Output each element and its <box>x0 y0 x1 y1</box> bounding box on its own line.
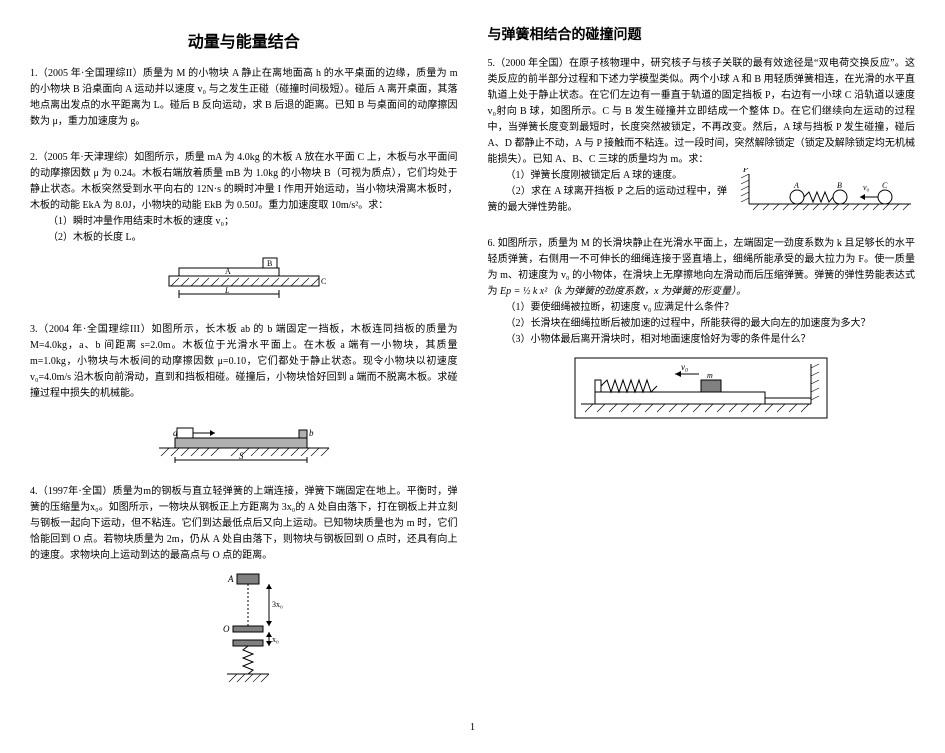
fig4-label-o: O <box>223 624 230 634</box>
question-5: 5.（2000 年全国）在原子核物理中，研究核子与核子关联的最有效途径是“双电荷… <box>488 56 916 216</box>
section-2-title: 与弹簧相结合的碰撞问题 <box>488 24 916 44</box>
question-2: 2.（2005 年·天津理综）如图所示，质量 mA 为 4.0kg 的木板 A … <box>30 150 458 302</box>
q6-sub3: （3）小物体最后离开滑块时，相对地面速度恰好为零的条件是什么？ <box>506 334 811 345</box>
fig2-label-l: L <box>224 286 230 295</box>
q2-sub1: （1）瞬时冲量作用结束时木板的速度 v₀； <box>48 216 234 227</box>
question-3: 3.（2004 年·全国理综III）如图所示，长木板 ab 的 b 端固定一挡板… <box>30 322 458 464</box>
figure-2: A B C L <box>159 252 329 298</box>
q6-sub1: （1）要使细绳被拉断，初速度 v₀ 应满足什么条件？ <box>506 302 735 313</box>
fig6-m: m <box>707 371 713 380</box>
fig5-c: C <box>882 181 888 190</box>
fig2-label-b: B <box>267 259 272 268</box>
question-4: 4.（1997年·全国）质量为m的钢板与直立轻弹簧的上端连接，弹簧下端固定在地上… <box>30 484 458 694</box>
fig5-a: A <box>793 181 799 190</box>
q2-sub2: （2）木板的长度 L。 <box>48 232 142 243</box>
figure-6: m v₀ <box>571 354 831 424</box>
fig5-v: v₀ <box>863 183 870 192</box>
fig6-v: v₀ <box>681 362 688 372</box>
q2-text: 2.（2005 年·天津理综）如图所示，质量 mA 为 4.0kg 的木板 A … <box>30 152 458 211</box>
page-number: 1 <box>30 722 915 733</box>
figure-3: a b S <box>149 408 339 464</box>
question-1: 1.（2005 年·全国理综II）质量为 M 的小物块 A 静止在离地面高 h … <box>30 66 458 130</box>
q4-text: 4.（1997年·全国）质量为m的钢板与直立轻弹簧的上端连接，弹簧下端固定在地上… <box>30 486 458 561</box>
figure-4: A O <box>199 570 289 690</box>
q5-sub2: （2）求在 A 球离开挡板 P 之后的运动过程中，弹簧的最大弹性势能。 <box>488 186 728 213</box>
q6-sub2: （2）长滑块在细绳拉断后被加速的过程中，所能获得的最大向左的加速度为多大？ <box>506 318 871 329</box>
main-title: 动量与能量结合 <box>30 28 458 52</box>
fig3-label-s: S <box>239 451 244 461</box>
fig5-p: P <box>742 168 749 174</box>
q5-text: 5.（2000 年全国）在原子核物理中，研究核子与核子关联的最有效途径是“双电荷… <box>488 58 916 165</box>
fig3-label-a: a <box>173 428 178 438</box>
question-6: 6. 如图所示，质量为 M 的长滑块静止在光滑水平面上，左端固定一劲度系数为 k… <box>488 236 916 424</box>
left-column: 动量与能量结合 1.（2005 年·全国理综II）质量为 M 的小物块 A 静止… <box>30 20 458 714</box>
right-column: 与弹簧相结合的碰撞问题 5.（2000 年全国）在原子核物理中，研究核子与核子关… <box>488 20 916 714</box>
fig2-label-c: C <box>321 277 326 286</box>
fig5-b: B <box>837 181 842 190</box>
fig3-label-b: b <box>309 428 314 438</box>
q6-formula: Ep = ½ k x²（k 为弹簧的劲度系数，x 为弹簧的形变量）。 <box>500 286 746 297</box>
fig4-dim1: 3x₀ <box>272 600 283 609</box>
fig4-dim2: x₀ <box>272 635 279 644</box>
figure-5: P A <box>735 168 915 216</box>
fig4-label-a: A <box>227 574 234 584</box>
fig2-label-a: A <box>225 267 231 276</box>
q1-text: 1.（2005 年·全国理综II）质量为 M 的小物块 A 静止在离地面高 h … <box>30 68 458 127</box>
q3-text: 3.（2004 年·全国理综III）如图所示，长木板 ab 的 b 端固定一挡板… <box>30 324 458 399</box>
q5-sub1: （1）弹簧长度刚被锁定后 A 球的速度。 <box>506 170 683 181</box>
